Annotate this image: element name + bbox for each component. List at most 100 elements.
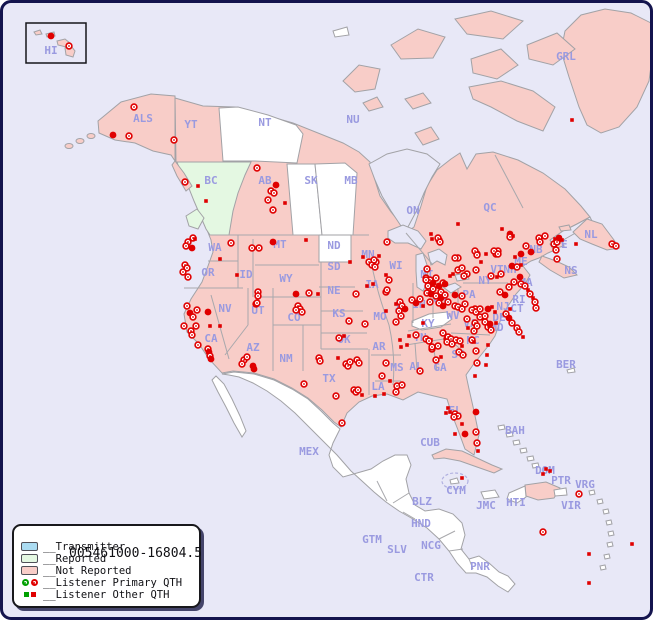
listener-primary-marker: [553, 255, 561, 263]
listener-primary-marker: [432, 356, 440, 364]
region-label-ne: NE: [327, 284, 340, 297]
region-label-ky: KY: [421, 317, 435, 330]
listener-other-marker: [204, 199, 208, 203]
hawaii-inset: [25, 22, 87, 64]
listener-cluster-marker: [484, 305, 492, 313]
listener-other-marker: [373, 394, 377, 398]
listener-markers: [47, 32, 634, 585]
region-label-nd: ND: [327, 239, 341, 252]
listener-cluster-marker: [250, 365, 258, 373]
listener-primary-marker: [487, 326, 495, 334]
legend-label: __Reported: [43, 552, 107, 565]
legend-marker-glyphs: [21, 592, 38, 597]
arctic-islands: [332, 10, 576, 146]
listener-primary-marker: [450, 413, 458, 421]
listener-other-marker: [548, 469, 552, 473]
region-label-ns: NS: [564, 264, 577, 277]
listener-primary-marker: [193, 306, 201, 314]
listener-primary-marker: [392, 318, 400, 326]
listener-primary-marker: [179, 268, 187, 276]
listener-other-marker: [407, 334, 411, 338]
region-label-sk: SK: [304, 174, 318, 187]
legend-label: __Listener Other QTH: [43, 588, 170, 601]
listener-primary-marker: [463, 315, 471, 323]
island-puerto-rico: [553, 487, 568, 497]
listener-primary-marker: [416, 295, 424, 303]
listener-primary-marker: [238, 360, 246, 368]
circle-marker-icon: [30, 579, 38, 586]
region-label-az: AZ: [246, 341, 260, 354]
listener-other-marker: [484, 363, 488, 367]
listener-other-marker: [519, 263, 523, 267]
island-bermuda: [566, 367, 576, 374]
listener-primary-marker: [65, 42, 73, 50]
listener-primary-marker: [473, 322, 481, 330]
region-label-wy: WY: [279, 272, 293, 285]
listener-cluster-marker: [441, 280, 449, 288]
listener-primary-marker: [494, 250, 502, 258]
listener-cluster-marker: [272, 181, 280, 189]
listener-primary-marker: [536, 238, 544, 246]
listener-primary-marker: [448, 340, 456, 348]
listener-primary-marker: [526, 290, 534, 298]
listener-other-marker: [513, 255, 517, 259]
listener-cluster-marker: [269, 238, 277, 246]
listener-primary-marker: [428, 343, 436, 351]
listener-primary-marker: [422, 276, 430, 284]
listener-primary-marker: [487, 272, 495, 280]
listener-other-marker: [570, 118, 574, 122]
listener-primary-marker: [335, 334, 343, 342]
listener-other-marker: [342, 334, 346, 338]
landmass-alaska: [64, 93, 176, 163]
listener-other-marker: [490, 305, 494, 309]
listener-cluster-marker: [439, 302, 447, 310]
region-mb: [314, 162, 358, 236]
listener-primary-marker: [426, 298, 434, 306]
regions-no-data: [218, 106, 453, 331]
listener-primary-marker: [248, 244, 256, 252]
listener-other-marker: [473, 374, 477, 378]
listener-primary-marker: [539, 528, 547, 536]
listener-primary-marker: [515, 328, 523, 336]
listener-other-marker: [451, 272, 455, 276]
listener-other-marker: [560, 238, 564, 242]
listener-primary-marker: [180, 322, 188, 330]
region-label-wv: WV: [446, 309, 460, 322]
region-label-hti: HTI: [506, 496, 526, 509]
region-label-slv: SLV: [387, 543, 407, 556]
listener-primary-marker: [181, 178, 189, 186]
listener-other-marker: [382, 392, 386, 396]
listener-primary-marker: [354, 386, 362, 394]
listener-primary-marker: [531, 298, 539, 306]
listener-other-marker: [494, 321, 498, 325]
listener-other-marker: [304, 238, 308, 242]
listener-primary-marker: [352, 290, 360, 298]
listener-primary-marker: [441, 291, 449, 299]
listener-other-marker: [316, 292, 320, 296]
listener-primary-marker: [383, 238, 391, 246]
listener-primary-marker: [355, 359, 363, 367]
region-label-grl: GRL: [556, 50, 576, 63]
listener-cluster-marker: [207, 355, 215, 363]
region-label-ct: CT: [510, 302, 524, 315]
region-label-ptr: PTR: [551, 474, 571, 487]
region-label-ctr: CTR: [414, 571, 434, 584]
listener-primary-marker: [192, 322, 200, 330]
listener-primary-marker: [575, 490, 583, 498]
listener-primary-marker: [513, 263, 521, 271]
listener-primary-marker: [361, 320, 369, 328]
listener-cluster-marker: [451, 291, 459, 299]
listener-primary-marker: [346, 358, 354, 366]
region-label-blz: BLZ: [412, 495, 432, 508]
region-label-jmc: JMC: [476, 499, 496, 512]
region-label-cub: CUB: [420, 436, 440, 449]
region-label-vrg: VRG: [575, 478, 595, 491]
region-label-id: ID: [239, 268, 253, 281]
region-label-bc: BC: [204, 174, 217, 187]
listener-primary-marker: [227, 239, 235, 247]
listener-other-marker: [500, 227, 504, 231]
listener-other-marker: [388, 379, 392, 383]
listener-other-marker: [460, 422, 464, 426]
region-label-nl: NL: [584, 228, 598, 241]
listener-primary-marker: [243, 353, 251, 361]
